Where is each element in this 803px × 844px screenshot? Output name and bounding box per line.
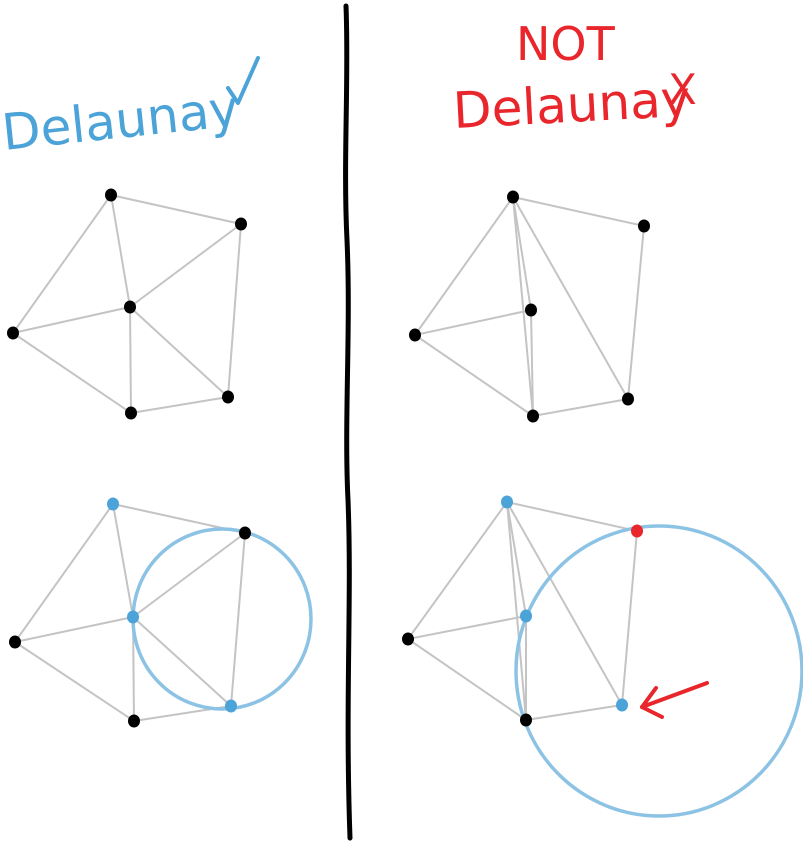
right-bottom-panel [402,495,803,818]
circumcircle [131,527,313,711]
edge-b-f [512,196,645,227]
vertex-a [402,632,414,646]
vertex-a [409,328,421,342]
vertex-f [235,217,247,231]
vertex-c [124,300,136,314]
panels-layer [7,188,803,818]
edge-b-e [512,196,629,400]
check-mark-icon [226,56,260,105]
edge-a-d [12,332,132,414]
edge-c-d [530,309,534,417]
edge-e-f [230,532,246,707]
vertex-b [105,188,117,202]
edge-b-f [506,501,638,532]
left-title: Delaunay [0,79,241,161]
vertex-f [638,219,650,233]
edge-a-b [14,503,114,643]
edge-b-c [512,196,532,311]
vertex-d [527,409,539,423]
vertex-f [631,524,643,538]
edge-b-f [110,194,242,225]
edge-d-e [130,396,229,414]
edge-a-b [12,194,112,334]
right-title-line2: Delaunay [452,70,692,140]
vertex-a [9,635,21,649]
right-title-line1: NOT [516,17,616,71]
vertex-c [127,610,139,624]
edge-d-e [525,704,623,721]
edge-d-e [532,398,629,417]
edge-c-f [132,532,246,618]
vertex-d [128,714,140,728]
edge-e-f [621,530,638,706]
edge-a-c [414,309,532,336]
vertex-b [501,495,513,509]
vertex-c [520,609,532,623]
vertex-b [507,190,519,204]
center-divider [343,3,353,841]
edge-b-e [506,501,623,706]
vertex-d [520,713,532,727]
edge-e-f [627,225,645,400]
right-top-panel [409,190,650,423]
edge-a-b [407,501,508,640]
edge-c-e [132,616,232,707]
arrow-head-icon [640,686,664,719]
right-mark: X [668,65,697,114]
edge-a-d [407,638,527,721]
edge-c-f [129,223,242,308]
edge-a-c [12,306,131,334]
left-top-panel [7,188,247,420]
arrow-shaft [640,681,709,709]
edge-e-f [227,223,242,398]
edge-c-d [129,306,132,414]
vertex-d [125,406,137,420]
edge-b-c [112,503,134,618]
edge-a-d [414,334,534,417]
edge-b-d [506,501,527,721]
circumcircle [514,524,803,818]
vertex-e [616,698,628,712]
left-bottom-panel [9,497,313,728]
vertex-e [222,390,234,404]
edge-c-e [129,306,229,398]
edge-a-c [14,616,134,643]
vertex-b [107,497,119,511]
vertex-e [622,392,634,406]
edge-b-d [512,196,534,417]
edge-a-d [14,641,135,722]
edge-b-c [506,501,527,617]
vertex-e [225,699,237,713]
vertex-f [239,526,251,540]
edge-a-c [407,615,527,640]
vertex-c [525,303,537,317]
edge-b-c [110,194,131,308]
vertex-a [7,326,19,340]
edge-a-b [414,196,514,336]
